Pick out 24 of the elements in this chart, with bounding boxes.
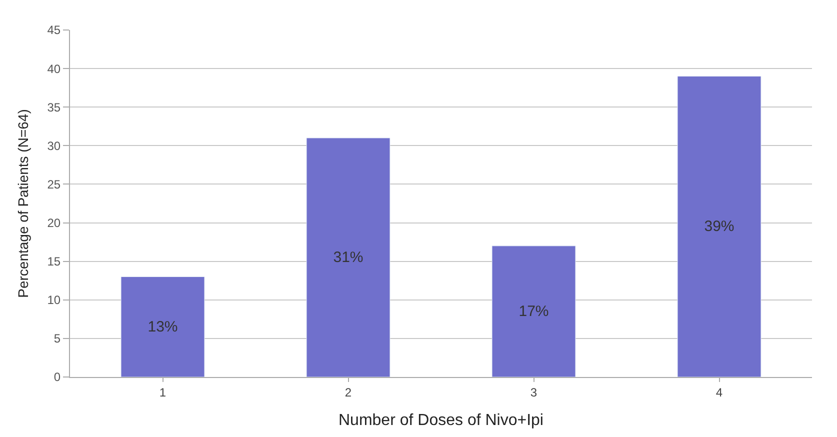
data-label: 17% (518, 302, 549, 320)
y-tick-label: 25 (47, 177, 61, 192)
bar (120, 276, 205, 377)
y-tick-label: 5 (54, 332, 61, 346)
y-tick-label: 30 (47, 138, 61, 153)
x-tick-label: 4 (716, 385, 723, 400)
x-tick-label: 2 (344, 385, 352, 400)
y-tick-label: 10 (47, 293, 61, 308)
y-tick-label: 20 (47, 216, 61, 230)
x-axis-title: Number of Doses of Nivo+Ipi (338, 412, 544, 430)
y-tick-label: 15 (47, 254, 61, 269)
data-label: 31% (333, 248, 364, 266)
data-label: 13% (148, 318, 178, 336)
y-tick-label: 45 (47, 23, 61, 38)
y-axis-title: Percentage of Patients (N=64) (14, 109, 31, 298)
bar (306, 138, 390, 377)
y-tick-label: 35 (47, 100, 61, 114)
y-tick-label: 0 (54, 370, 61, 384)
y-tick-label: 40 (47, 62, 61, 76)
bar (492, 246, 576, 377)
data-label: 39% (704, 218, 734, 236)
x-tick-label: 1 (159, 385, 166, 400)
x-tick-label: 3 (530, 385, 538, 400)
bar (677, 76, 762, 377)
